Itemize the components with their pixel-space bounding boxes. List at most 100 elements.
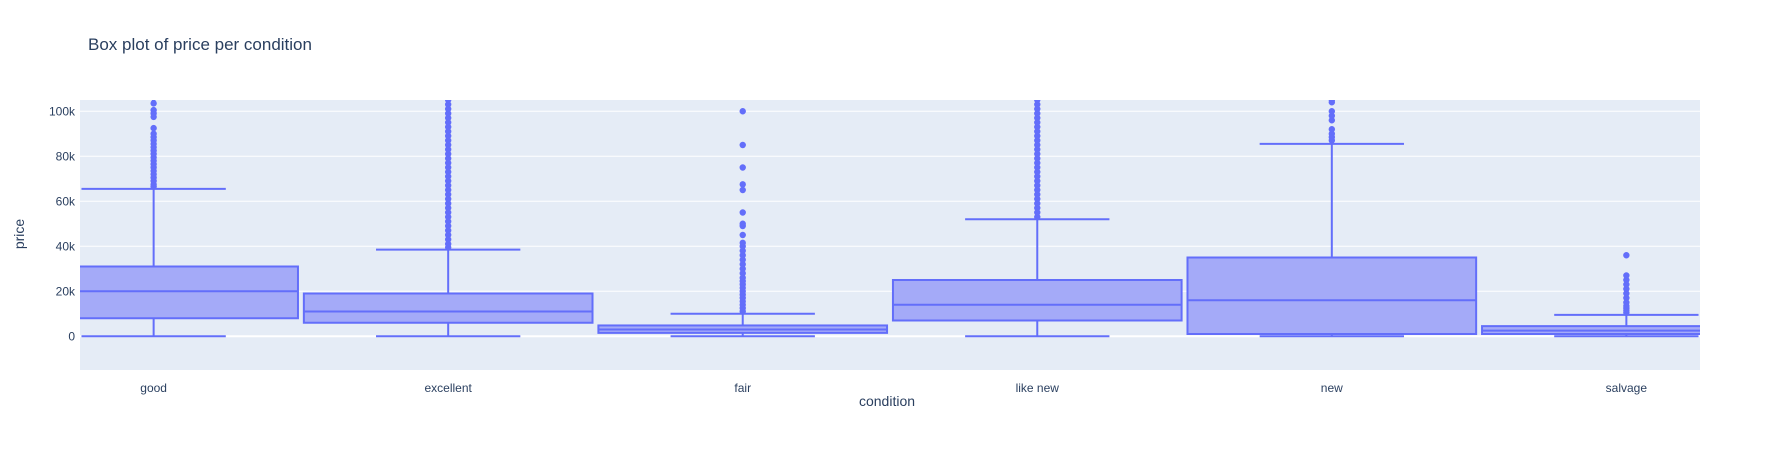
outlier-point [1034,105,1041,113]
outlier-point [1034,182,1041,189]
outlier-point [444,173,452,180]
outlier-point [444,114,452,122]
outlier-point [1034,209,1041,216]
outlier-point [1623,294,1630,302]
outlier-point [739,256,746,263]
outlier-point [1034,204,1041,212]
outlier-point [1034,200,1041,207]
outlier-point [1034,114,1041,122]
outlier-point [1328,126,1336,133]
outlier-point [444,236,452,243]
y-tick-label: 20k [56,284,76,298]
outlier-point [1034,191,1041,198]
box-excellent[interactable] [302,97,594,338]
outlier-point [739,274,746,281]
outlier-point [1623,281,1630,288]
outlier-point [1623,299,1630,306]
x-axis-title: condition [859,393,915,409]
outlier-point [444,164,452,171]
outlier-point [444,123,452,131]
y-tick-label: 0 [68,329,75,343]
outlier-point [1328,112,1336,119]
outlier-point [444,240,452,248]
outlier-point [739,141,746,149]
y-tick-label: 40k [56,239,76,253]
outlier-point [739,164,746,171]
iqr-box [302,292,594,324]
outlier-point [444,101,452,108]
outlier-point [1034,141,1041,149]
outlier-point [1034,159,1041,167]
outlier-point [150,130,157,137]
outlier-point [1623,276,1630,284]
outlier-point [739,261,746,268]
outlier-point [1034,100,1041,104]
outlier-point [1034,132,1041,140]
y-gridlines [80,110,1700,338]
outlier-point [1623,252,1630,259]
outlier-point [444,146,452,153]
outlier-point [444,186,452,194]
outlier-point [1034,155,1041,162]
outlier-point [444,128,452,135]
outlier-point [739,186,746,194]
outlier-point [1034,128,1041,135]
outlier-point [739,265,746,272]
outlier-point [1034,123,1041,131]
outlier-point [1328,100,1336,104]
iqr-box [891,279,1183,322]
outlier-point [444,141,452,149]
outlier-point [444,231,452,239]
outlier-point [739,247,746,254]
outlier-point [444,191,452,198]
x-tick-label: fair [734,381,751,395]
y-tick-label: 100k [49,104,76,118]
box-good[interactable] [9,95,299,338]
chart-title: Box plot of price per condition [88,35,312,54]
y-axis-title: price [11,219,27,250]
outlier-point [444,182,452,189]
x-tick-label: new [1321,381,1343,395]
x-tick-label: like new [1016,381,1060,395]
outlier-point [150,100,157,107]
outlier-point [444,218,452,225]
outlier-point [1623,285,1630,293]
iqr-box [80,265,299,320]
outlier-point [444,213,452,221]
outlier-point [444,177,452,185]
outlier-point [444,105,452,113]
outlier-point [444,195,452,203]
outlier-point [739,231,746,239]
outlier-point [739,209,746,216]
outlier-point [1623,290,1630,297]
outlier-point [1328,130,1336,137]
box-fair[interactable] [597,108,889,338]
outlier-point [444,110,452,117]
iqr-box [1186,256,1478,335]
outlier-point [1034,186,1041,194]
outlier-point [1034,110,1041,117]
outlier-point [1328,117,1336,124]
outlier-point [150,124,157,132]
outlier-point [444,200,452,207]
outlier-point [1034,177,1041,185]
boxes-layer [9,95,1771,338]
x-tick-label: salvage [1606,381,1648,395]
box-like-new[interactable] [891,97,1183,338]
outlier-point [150,106,157,114]
box-new[interactable] [1186,97,1478,338]
outlier-point [444,119,452,126]
outlier-point [444,137,452,144]
x-tick-label: excellent [424,381,472,395]
outlier-point [739,220,746,227]
y-tick-label: 60k [56,194,76,208]
outlier-point [739,108,746,115]
outlier-point [444,132,452,140]
box-salvage[interactable] [1481,252,1771,338]
outlier-point [1034,146,1041,153]
outlier-point [1034,101,1041,108]
outlier-point [1034,150,1041,158]
y-axis-ticks: 0 20k 40k 60k 80k 100k [49,104,76,343]
outlier-point [739,270,746,277]
